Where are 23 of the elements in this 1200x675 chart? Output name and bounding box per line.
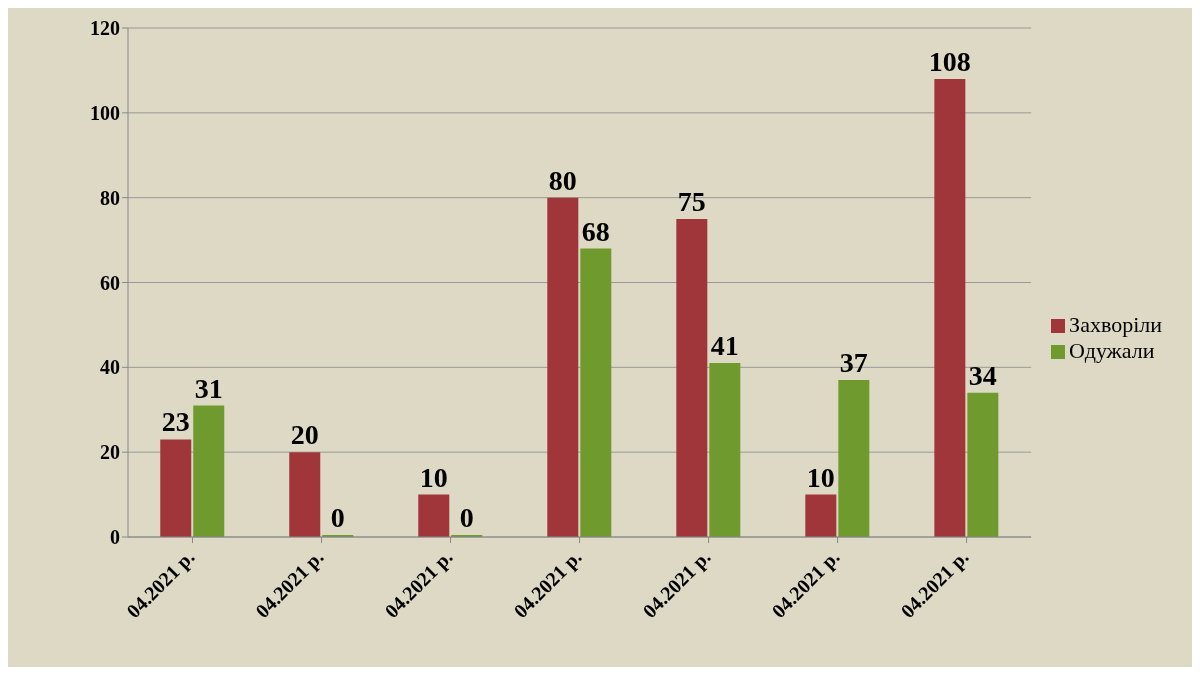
data-label: 108 [928, 45, 971, 77]
data-label: 10 [806, 461, 835, 493]
data-label: 68 [581, 215, 610, 247]
data-label: 75 [677, 185, 706, 217]
data-label: 0 [330, 502, 345, 533]
y-tick-label: 0 [110, 526, 120, 549]
data-label: 31 [194, 372, 223, 404]
y-tick-label: 20 [100, 441, 120, 464]
legend-label: Захворіли [1069, 311, 1162, 337]
y-tick-label: 100 [90, 101, 120, 124]
legend-label: Одужали [1069, 337, 1155, 363]
data-label: 23 [161, 406, 190, 438]
y-tick-label: 80 [100, 186, 120, 209]
y-tick-label: 120 [90, 17, 120, 40]
y-tick-label: 40 [100, 356, 120, 379]
data-label: 41 [710, 330, 739, 362]
data-label: 20 [290, 419, 319, 451]
data-label: 0 [459, 502, 474, 533]
data-label: 34 [968, 359, 997, 391]
data-label: 10 [419, 461, 448, 493]
data-label: 37 [839, 347, 868, 379]
data-label: 80 [548, 164, 577, 196]
y-tick-label: 60 [100, 271, 120, 294]
